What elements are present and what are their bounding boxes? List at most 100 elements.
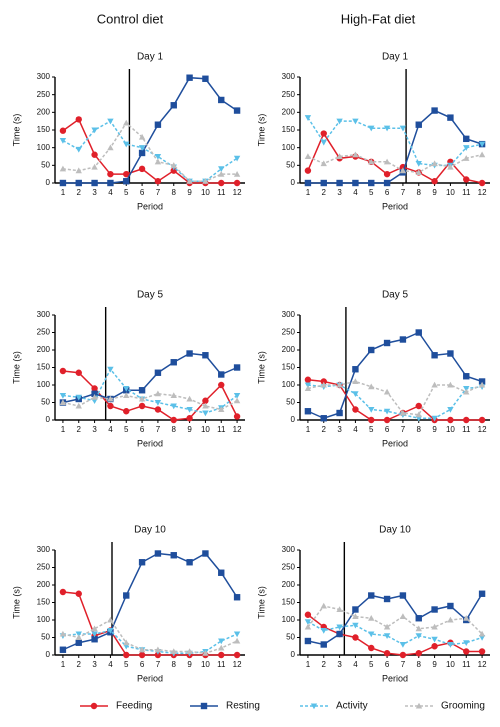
- marker: [218, 651, 225, 659]
- marker: [186, 406, 193, 413]
- x-tick-label: 12: [478, 188, 487, 197]
- marker: [399, 641, 407, 648]
- marker: [352, 622, 359, 629]
- x-tick-label: 2: [322, 425, 327, 434]
- marker: [186, 178, 193, 184]
- marker: [218, 371, 225, 378]
- y-tick-label: 150: [282, 125, 296, 134]
- marker: [218, 381, 225, 389]
- series-line: [307, 109, 483, 184]
- x-tick-label: 4: [108, 660, 113, 669]
- marker: [399, 592, 407, 599]
- marker: [383, 179, 391, 187]
- marker: [431, 178, 438, 185]
- x-tick-label: 8: [417, 660, 422, 669]
- y-tick-label: 0: [291, 650, 296, 659]
- marker: [138, 133, 146, 140]
- x-tick-label: 4: [353, 425, 358, 434]
- marker: [383, 595, 391, 603]
- y-tick-label: 250: [37, 328, 51, 337]
- x-tick-label: 2: [77, 425, 82, 434]
- marker: [383, 125, 391, 132]
- marker: [463, 373, 470, 380]
- marker: [336, 630, 343, 638]
- series-line: [62, 121, 238, 182]
- marker: [218, 170, 225, 177]
- x-tick-label: 9: [187, 188, 192, 197]
- marker: [352, 179, 359, 187]
- marker: [383, 623, 391, 630]
- marker: [320, 179, 327, 187]
- x-tick-label: 5: [369, 425, 374, 434]
- y-tick-label: 50: [286, 160, 295, 169]
- x-axis-label: Period: [382, 201, 408, 211]
- marker: [431, 107, 438, 114]
- marker: [91, 631, 98, 638]
- marker: [233, 637, 241, 644]
- legend-marker: [200, 702, 208, 710]
- y-axis-label: Time (s): [256, 351, 266, 384]
- marker: [478, 416, 486, 424]
- marker: [478, 381, 486, 388]
- y-axis-label: Time (s): [11, 586, 21, 619]
- x-tick-label: 12: [478, 660, 487, 669]
- marker: [304, 376, 312, 383]
- marker: [154, 646, 162, 653]
- marker: [304, 637, 312, 645]
- y-tick-label: 100: [282, 380, 296, 389]
- marker: [107, 118, 114, 125]
- marker: [59, 588, 67, 596]
- x-tick-label: 1: [306, 660, 311, 669]
- x-tick-label: 11: [462, 660, 471, 669]
- y-tick-label: 50: [41, 398, 50, 407]
- y-tick-label: 200: [37, 107, 51, 116]
- marker: [154, 550, 162, 557]
- x-tick-label: 3: [337, 188, 342, 197]
- marker: [447, 114, 454, 121]
- marker: [415, 650, 422, 657]
- x-tick-label: 4: [353, 660, 358, 669]
- marker: [233, 594, 241, 601]
- x-tick-label: 7: [156, 425, 161, 434]
- marker: [233, 631, 241, 638]
- y-tick-label: 100: [37, 380, 51, 389]
- marker: [320, 627, 327, 634]
- marker: [320, 602, 327, 609]
- marker: [218, 644, 225, 651]
- marker: [138, 402, 146, 410]
- marker: [75, 402, 82, 409]
- marker: [218, 406, 225, 413]
- marker: [91, 163, 98, 170]
- x-tick-label: 9: [187, 660, 192, 669]
- marker: [383, 388, 391, 395]
- marker: [107, 366, 114, 373]
- marker: [478, 590, 486, 597]
- y-axis-label: Time (s): [256, 114, 266, 147]
- marker: [478, 378, 486, 385]
- y-tick-label: 50: [286, 633, 295, 642]
- y-tick-label: 250: [282, 563, 296, 572]
- marker: [399, 125, 407, 132]
- x-tick-label: 12: [233, 660, 242, 669]
- marker: [431, 415, 438, 422]
- marker: [447, 381, 454, 388]
- marker: [336, 118, 343, 125]
- y-tick-label: 300: [37, 545, 51, 554]
- marker: [138, 387, 146, 394]
- marker: [123, 651, 130, 659]
- marker: [91, 151, 98, 158]
- x-tick-label: 11: [217, 425, 226, 434]
- marker: [478, 151, 486, 158]
- marker: [304, 153, 312, 160]
- x-tick-label: 3: [92, 425, 97, 434]
- marker: [186, 74, 193, 81]
- marker: [415, 633, 422, 639]
- marker: [463, 640, 470, 646]
- x-tick-label: 6: [385, 425, 390, 434]
- marker: [138, 149, 146, 157]
- legend-label: Grooming: [441, 701, 485, 712]
- x-tick-label: 12: [233, 188, 242, 197]
- y-tick-label: 250: [37, 90, 51, 99]
- legend-marker: [310, 703, 318, 710]
